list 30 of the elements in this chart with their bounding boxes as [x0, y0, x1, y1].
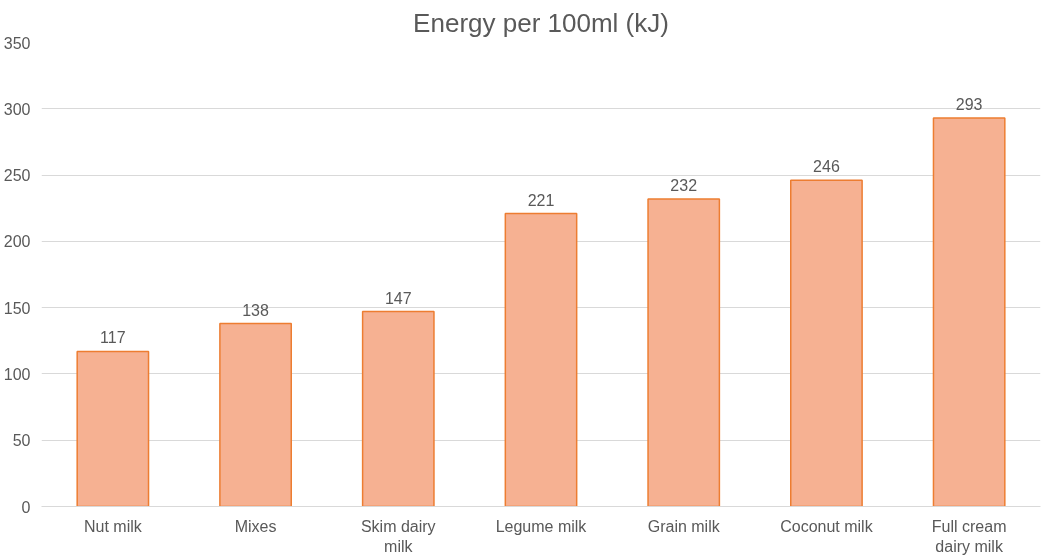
data-label: 293 [955, 96, 983, 114]
x-tick-label: Grain milk [647, 517, 721, 535]
x-tick-label: Mixes [234, 517, 277, 535]
bar [647, 198, 721, 507]
data-label: 246 [813, 158, 840, 176]
bar [76, 350, 150, 507]
data-label: 221 [527, 191, 555, 209]
data-label: 138 [242, 301, 270, 319]
x-tick-label: Nut milk [83, 517, 143, 535]
data-label: 232 [670, 176, 698, 194]
x-tick-label: Skim dairy milk [360, 517, 436, 555]
y-tick-label: 200 [3, 233, 31, 251]
y-tick-label: 350 [3, 34, 31, 52]
chart-title: Energy per 100ml (kJ) [413, 7, 669, 38]
bar [504, 212, 578, 507]
y-tick-label: 300 [3, 100, 31, 118]
x-tick-label: Coconut milk [780, 517, 874, 535]
y-tick-label: 100 [3, 365, 31, 383]
bar [790, 179, 863, 507]
y-tick-label: 50 [12, 432, 31, 450]
y-tick-label: 0 [21, 498, 31, 516]
data-label: 117 [100, 329, 126, 347]
x-tick-label: Full cream dairy milk [931, 517, 1007, 555]
bar [932, 117, 1006, 507]
y-tick-label: 250 [3, 167, 31, 185]
x-tick-label: Legume milk [495, 517, 588, 535]
bar [219, 322, 292, 507]
y-tick-label: 150 [3, 299, 31, 317]
bar [361, 310, 435, 507]
data-label: 147 [384, 289, 412, 307]
